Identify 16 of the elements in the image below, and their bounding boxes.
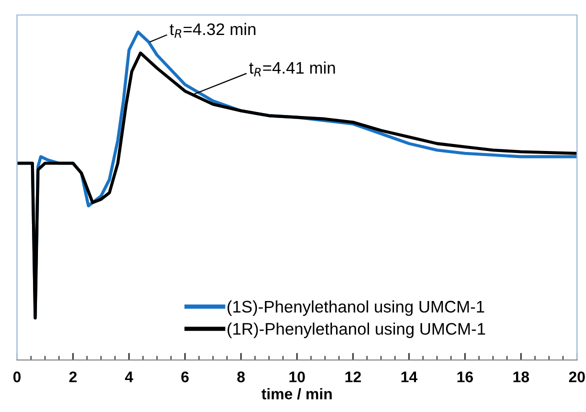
x-tick-label: 0 <box>13 372 21 382</box>
legend-label: (1S)-Phenylethanol using UMCM-1 <box>228 300 484 316</box>
x-tick-label: 18 <box>513 372 530 382</box>
annotation: t$_{R}$=4.32 min <box>170 22 256 38</box>
x-tick-label: 10 <box>289 372 305 382</box>
annotation: t$_{R}$=4.41 min <box>249 62 335 76</box>
legend-label: (1R)-Phenylethanol using UMCM-1 <box>228 322 486 338</box>
x-tick-label: 8 <box>237 372 245 382</box>
x-axis-title: time / min <box>262 388 332 400</box>
x-tick-label: 4 <box>124 372 134 382</box>
x-tick-label: 6 <box>181 372 189 382</box>
x-tick-label: 12 <box>345 372 361 382</box>
x-tick-label: 2 <box>69 372 77 382</box>
x-tick-label: 20 <box>569 372 585 382</box>
x-tick-label: 16 <box>457 372 473 382</box>
x-tick-label: 14 <box>401 372 418 382</box>
